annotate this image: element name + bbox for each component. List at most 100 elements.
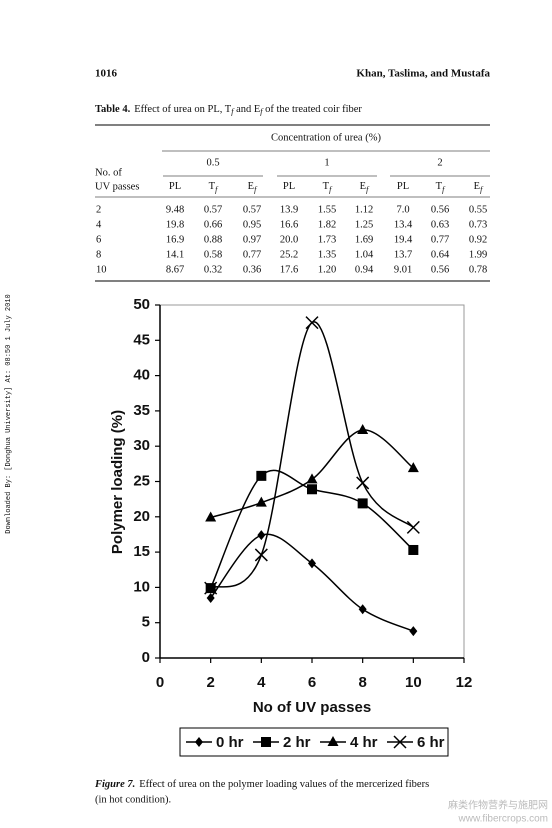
data-point: [308, 558, 316, 569]
column-header-main: PL: [169, 181, 181, 192]
page-number: 1016: [95, 68, 118, 80]
data-point: [357, 498, 368, 509]
data-point: [257, 530, 266, 541]
data-point: [204, 581, 218, 595]
table-cell: 8.67: [166, 264, 184, 275]
table-cell: 2: [96, 204, 101, 215]
running-head: Khan, Taslima, and Mustafa: [356, 68, 490, 80]
table-cell: 0.97: [243, 234, 261, 245]
table-cell: 0.73: [469, 219, 487, 230]
group-header: 2: [437, 157, 442, 168]
table-cell: 6: [96, 234, 101, 245]
download-note: Downloaded By: [Donghua University] At: …: [5, 294, 13, 533]
x-tick-label: 10: [405, 674, 422, 691]
table-cell: 0.88: [204, 234, 222, 245]
column-header-main: E: [248, 181, 254, 192]
table-cell: 0.57: [243, 204, 261, 215]
legend-label: 0 hr: [216, 734, 244, 751]
table-cell: 10: [96, 264, 107, 275]
table-cell: 8: [96, 249, 101, 260]
column-header: PL: [283, 181, 295, 192]
table-cell: 0.36: [243, 264, 261, 275]
y-tick-label: 45: [133, 331, 150, 348]
x-tick-label: 4: [257, 674, 266, 691]
table-cell: 1.69: [355, 234, 373, 245]
column-header-main: T: [323, 181, 330, 192]
caption-part: and E: [233, 104, 260, 115]
column-header: Ef: [248, 181, 258, 193]
column-header: Tf: [436, 181, 446, 193]
table-cell: 16.6: [280, 219, 298, 230]
column-header: Ef: [360, 181, 370, 193]
x-tick-label: 6: [308, 674, 316, 691]
column-header-sub: f: [254, 185, 258, 194]
table-cell: 0.58: [204, 249, 222, 260]
legend-marker: [393, 735, 407, 749]
caption-sub: f: [260, 107, 264, 116]
data-point: [307, 484, 317, 495]
legend-marker: [261, 737, 271, 747]
table-cell: 17.6: [280, 264, 298, 275]
x-tick-label: 8: [358, 674, 366, 691]
data-point: [409, 626, 418, 637]
y-tick-label: 30: [133, 437, 150, 454]
table-cell: 13.9: [280, 204, 298, 215]
table-cell: 1.35: [318, 249, 336, 260]
y-tick-label: 5: [142, 614, 150, 631]
table-cell: 0.56: [431, 204, 449, 215]
table-cell: 0.57: [204, 204, 222, 215]
table-cell: 0.64: [431, 249, 450, 260]
caption-line: (in hot condition).: [95, 794, 171, 805]
table-cell: 14.1: [166, 249, 184, 260]
column-header-sub: f: [215, 185, 219, 194]
table-label: Table 4.: [95, 104, 131, 115]
column-header-sub: f: [366, 185, 370, 194]
row-header: No. of: [95, 167, 122, 178]
column-header-main: PL: [283, 181, 295, 192]
y-tick-label: 25: [133, 472, 150, 489]
table-cell: 1.12: [355, 204, 373, 215]
column-header: Tf: [209, 181, 219, 193]
column-header-main: PL: [397, 181, 409, 192]
table-cell: 25.2: [280, 249, 298, 260]
data-point: [406, 520, 420, 534]
caption-line: Effect of urea on the polymer loading va…: [139, 779, 429, 790]
watermark: www.fibercrops.com: [458, 814, 548, 825]
group-header: 0.5: [206, 157, 219, 168]
caption-part: Effect of urea on PL, T: [134, 104, 232, 115]
table-cell: 1.55: [318, 204, 336, 215]
data-point: [407, 462, 419, 473]
series-line: [210, 321, 414, 589]
table-cell: 0.56: [431, 264, 449, 275]
data-point: [255, 496, 267, 507]
column-header-main: E: [474, 181, 480, 192]
table-cell: 4: [96, 219, 102, 230]
y-tick-label: 15: [133, 543, 150, 560]
x-tick-label: 2: [206, 674, 214, 691]
column-header-sub: f: [329, 185, 333, 194]
table-cell: 0.63: [431, 219, 449, 230]
legend-marker: [195, 737, 203, 747]
table-cell: 1.20: [318, 264, 336, 275]
table-cell: 1.82: [318, 219, 336, 230]
column-header-sub: f: [480, 185, 484, 194]
legend-label: 2 hr: [283, 734, 311, 751]
table-cell: 0.77: [243, 249, 261, 260]
data-point: [305, 316, 319, 330]
table-cell: 13.7: [394, 249, 412, 260]
x-tick-label: 0: [156, 674, 164, 691]
y-axis-title: Polymer loading (%): [109, 410, 126, 554]
caption-sub: f: [231, 107, 235, 116]
column-header-main: T: [436, 181, 443, 192]
table-cell: 13.4: [394, 219, 413, 230]
table-cell: 19.8: [166, 219, 184, 230]
data-point: [306, 473, 318, 484]
x-axis-title: No of UV passes: [253, 699, 371, 716]
y-tick-label: 10: [133, 578, 150, 595]
y-tick-label: 35: [133, 402, 150, 419]
data-point: [358, 604, 367, 615]
table-cell: 0.92: [469, 234, 487, 245]
table-cell: 0.94: [355, 264, 374, 275]
data-point: [357, 423, 369, 434]
